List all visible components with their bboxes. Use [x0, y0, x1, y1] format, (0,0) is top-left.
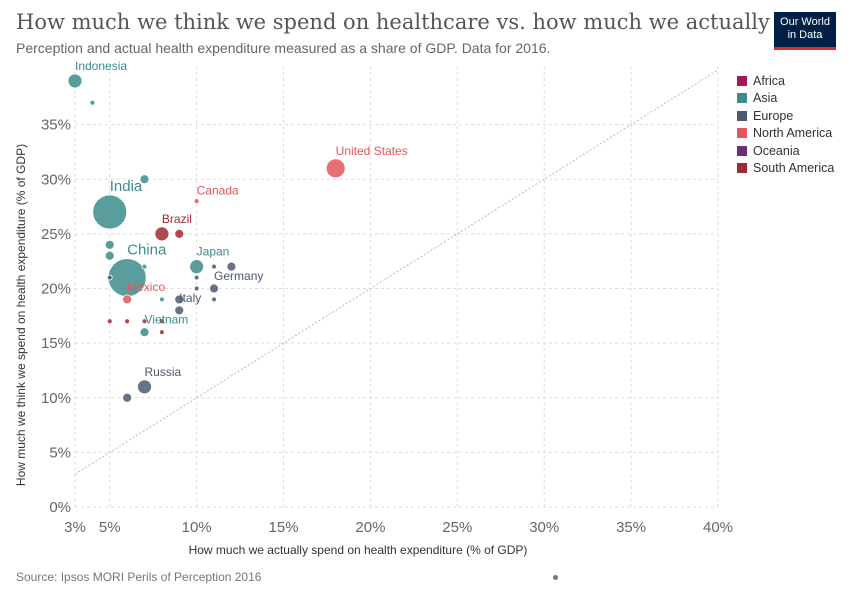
- data-point: [141, 318, 148, 325]
- source-note: Source: Ipsos MORI Perils of Perception …: [16, 570, 262, 584]
- point-label: Mexico: [127, 280, 165, 294]
- legend-swatch: [737, 93, 747, 104]
- legend-item[interactable]: Asia: [737, 90, 834, 108]
- legend-item[interactable]: Oceania: [737, 142, 834, 160]
- data-point: [193, 285, 200, 292]
- x-tick-label: 3%: [64, 519, 86, 536]
- legend-item[interactable]: North America: [737, 125, 834, 143]
- data-point: [104, 250, 115, 261]
- point-label: Russia: [145, 365, 182, 379]
- point-label: Japan: [197, 245, 230, 259]
- logo-line-2: in Data: [787, 29, 823, 41]
- x-tick-label: 20%: [355, 519, 385, 536]
- legend-item[interactable]: Africa: [737, 72, 834, 90]
- data-point: [211, 263, 217, 270]
- legend-label: Africa: [753, 73, 785, 88]
- x-tick-label: 30%: [529, 519, 559, 536]
- owid-logo[interactable]: Our World in Data: [774, 12, 836, 50]
- point-label: Italy: [179, 291, 201, 305]
- data-point: [154, 226, 170, 242]
- reference-line-x-equals-y: [74, 69, 719, 475]
- x-tick-label: 40%: [703, 519, 733, 536]
- data-point: [92, 194, 128, 230]
- data-point: [106, 318, 113, 325]
- x-tick-label: 35%: [616, 519, 646, 536]
- point-label: Vietnam: [145, 313, 189, 327]
- legend-label: South America: [753, 161, 835, 176]
- pager-dot[interactable]: [553, 575, 558, 580]
- legend-item[interactable]: Europe: [737, 107, 834, 125]
- data-point: [122, 392, 133, 403]
- legend-swatch: [737, 145, 747, 156]
- point-label: China: [127, 242, 167, 259]
- legend-swatch: [737, 110, 747, 121]
- data-point: [139, 174, 150, 185]
- x-tick-label: 15%: [269, 519, 299, 536]
- data-point: [158, 296, 165, 303]
- y-tick-label: 0%: [49, 499, 71, 516]
- reference-line-group: [74, 69, 719, 475]
- data-point: [211, 296, 217, 303]
- legend-label: Europe: [753, 108, 794, 123]
- data-point: [67, 73, 83, 89]
- data-point: [89, 99, 96, 106]
- point-labels: Indonesia India Canada United States Brazil C…: [75, 59, 408, 379]
- legend-swatch: [737, 128, 747, 139]
- x-tick-label: 10%: [182, 519, 212, 536]
- legend-label: Oceania: [753, 143, 800, 158]
- y-tick-label: 5%: [49, 444, 71, 461]
- legend-swatch: [737, 163, 747, 174]
- y-tick-label: 15%: [41, 335, 71, 352]
- grid: [74, 66, 719, 508]
- legend-label: Asia: [753, 91, 778, 106]
- point-label: Canada: [197, 184, 239, 198]
- data-point: [174, 305, 185, 316]
- x-tick-label: 5%: [99, 519, 121, 536]
- x-axis-title: How much we actually spend on health exp…: [189, 543, 528, 557]
- data-point: [104, 239, 115, 250]
- data-point: [174, 228, 185, 239]
- point-label: Germany: [214, 269, 263, 283]
- data-point: [122, 294, 133, 305]
- tick-labels: 3% 5% 10% 15% 20% 25% 30% 35% 40% 0% 5% 10% 15% 20% 25…: [41, 117, 733, 536]
- point-label: Brazil: [162, 212, 192, 226]
- chart-subtitle: Perception and actual health expenditure…: [16, 40, 551, 56]
- data-point: [141, 263, 148, 270]
- data-point: [106, 274, 113, 281]
- data-point: [158, 318, 165, 325]
- x-tick-label: 25%: [442, 519, 472, 536]
- point-label: United States: [336, 144, 408, 158]
- data-point: [174, 294, 185, 305]
- data-point: [193, 198, 200, 205]
- data-point: [189, 259, 205, 275]
- legend-label: North America: [753, 126, 833, 141]
- y-tick-label: 35%: [41, 117, 71, 134]
- logo-line-1: Our World: [780, 16, 830, 28]
- data-point: [124, 318, 131, 325]
- legend-swatch: [737, 75, 747, 86]
- data-point: [137, 379, 152, 395]
- data-point: [325, 158, 346, 179]
- data-point: [158, 329, 165, 336]
- y-tick-label: 10%: [41, 390, 71, 407]
- data-point: [139, 327, 150, 338]
- y-tick-label: 25%: [41, 226, 71, 243]
- y-tick-label: 30%: [41, 171, 71, 188]
- chart-title: How much we think we spend on healthcare…: [16, 10, 803, 34]
- legend-item[interactable]: South America: [737, 160, 834, 178]
- legend: Africa Asia Europe North America Oceania Sout…: [737, 72, 834, 177]
- data-point: [209, 283, 219, 294]
- y-axis-title: How much we think we spend on health exp…: [14, 144, 28, 486]
- point-label: India: [110, 178, 143, 195]
- point-label: Indonesia: [75, 59, 127, 73]
- data-point: [193, 274, 200, 281]
- y-tick-label: 20%: [41, 281, 71, 298]
- data-points: [67, 73, 346, 403]
- data-point: [226, 261, 237, 272]
